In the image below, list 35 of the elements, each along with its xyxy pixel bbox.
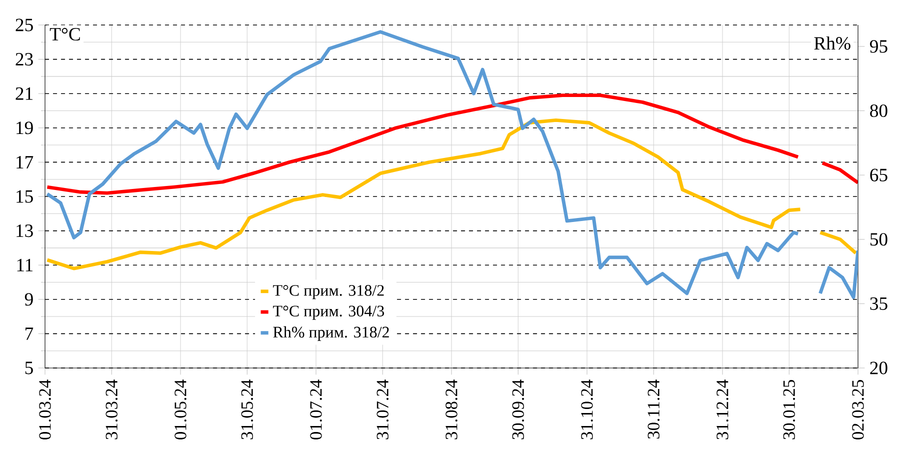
y2-tick-label: 95: [870, 40, 888, 53]
x-tick-label: 01.05.24: [174, 380, 186, 440]
x-tick-label: 02.03.25: [852, 380, 864, 440]
y2-axis-title: Rh%: [814, 36, 850, 50]
legend-label: T°C прим. 318/2: [273, 285, 384, 300]
y-tick-label: 25: [16, 18, 33, 32]
y-tick-label: 9: [24, 293, 33, 306]
x-tick-label: 31.07.24: [376, 380, 389, 440]
y-tick-label: 7: [26, 328, 34, 340]
y2-tick-label: 35: [870, 297, 888, 310]
y-tick-label: 17: [16, 156, 34, 168]
x-tick-label: 31.12.24: [716, 380, 728, 440]
y-axis-title: T°C: [50, 28, 80, 41]
x-tick-label: 30.11.24: [648, 380, 660, 439]
y-tick-label: 21: [16, 87, 33, 100]
x-tick-label: 01.03.24: [39, 380, 51, 440]
x-tick-label: 30.09.24: [512, 380, 524, 440]
x-tick-label: 31.08.24: [446, 380, 458, 440]
x-tick-label: 31.05.24: [241, 380, 254, 440]
x-tick-label: 01.07.24: [310, 380, 322, 440]
y-tick-label: 5: [25, 362, 33, 374]
y2-tick-label: 65: [870, 168, 888, 182]
y-tick-label: 13: [16, 224, 33, 238]
y-tick-label: 23: [16, 53, 33, 66]
y-tick-label: 15: [16, 190, 33, 203]
y-tick-label: 19: [16, 122, 33, 134]
legend-label: T°C прим. 304/3: [273, 306, 384, 320]
y2-tick-label: 20: [870, 362, 888, 374]
y2-tick-label: 80: [870, 104, 888, 118]
x-tick-label: 30.01.25: [783, 380, 796, 440]
x-tick-label: 31.03.24: [106, 380, 118, 440]
legend-label: Rh% прим. 318/2: [273, 326, 389, 341]
y2-tick-label: 50: [870, 233, 888, 246]
x-tick-label: 31.10.24: [581, 380, 593, 440]
y-tick-label: 11: [17, 258, 33, 272]
